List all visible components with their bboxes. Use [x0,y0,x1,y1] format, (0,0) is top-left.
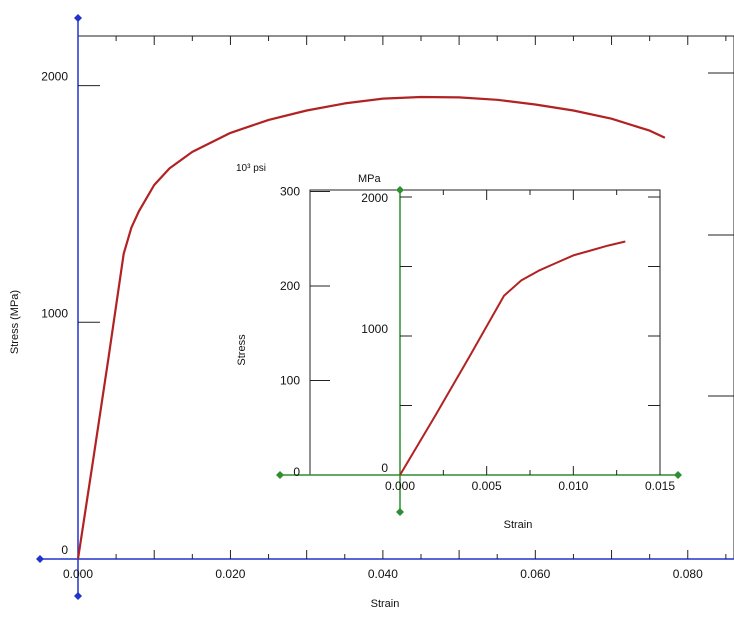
inset-stress-strain-curve [399,240,626,476]
inset-axis-handle-bottom [396,508,404,516]
inset-axis-handle-left [276,471,284,479]
main-chart: Strain Stress (MPa) 0.000 0.020 0.040 0.060… [9,14,734,610]
inset-x-tick-label: 0.015 [645,479,675,493]
main-y-tick-label: 1000 [41,306,68,320]
inset-ksi-tick-label: 0 [293,465,300,479]
inset-axis-handle-right [674,471,682,479]
axis-handle-top [74,14,82,22]
inset-x-axis-title: Strain [504,519,533,531]
inset-x-tick-label: 0.000 [385,479,415,493]
main-stress-strain-curve [76,95,666,560]
main-x-axis-title: Strain [371,598,400,610]
inset-ksi-tick-label: 100 [280,374,300,388]
inset-ksi-tick-label: 300 [280,185,300,199]
main-x-tick-label: 0.000 [63,567,93,581]
main-x-tick-label: 0.020 [215,567,245,581]
axis-handle-left [36,555,44,563]
main-y-axis-title: Stress (MPa) [9,290,21,354]
inset-background [310,190,660,475]
inset-ksi-tick-label: 200 [280,279,300,293]
main-x-tick-label: 0.040 [368,567,398,581]
inset-y-axis-title: Stress [236,334,248,366]
inset-x-tick-label: 0.005 [472,479,502,493]
inset-axis-handle-top [396,186,404,194]
main-y-tick-label: 2000 [41,70,68,84]
inset-chart: Strain Stress 10³ psi MPa 0.000 0.005 0.01… [236,163,682,531]
inset-mpa-tick-label: 2000 [361,191,388,205]
inset-mpa-tick-label: 0 [381,461,388,475]
main-y-tick-label: 0 [61,543,68,557]
inset-x-tick-label: 0.010 [558,479,588,493]
main-x-tick-label: 0.060 [520,567,550,581]
main-x-tick-label: 0.080 [673,567,703,581]
axis-handle-bottom [74,592,82,600]
inset-left-unit-label: 10³ psi [236,163,266,174]
inset-mpa-tick-label: 1000 [361,322,388,336]
inset-right-unit-label: MPa [358,173,382,185]
